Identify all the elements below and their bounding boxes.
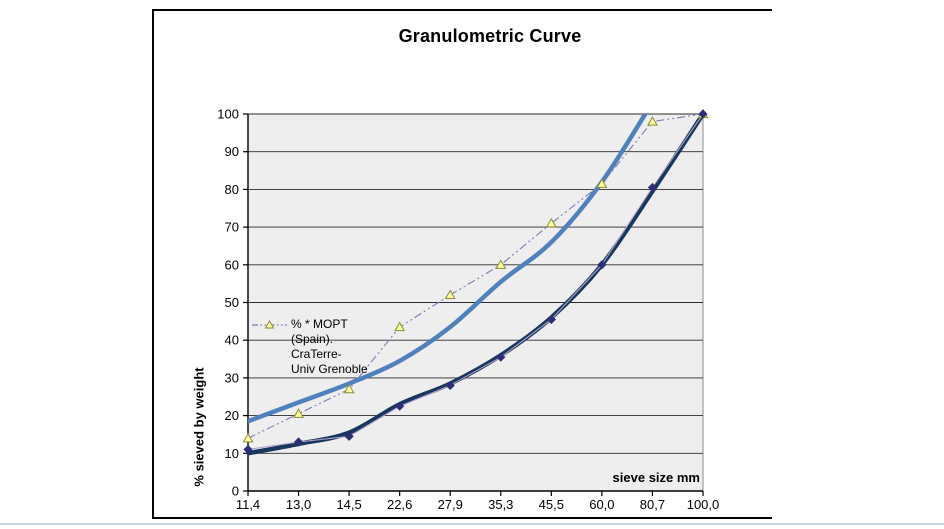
x-tick-label: 11,4 — [236, 497, 260, 512]
y-tick-label: 90 — [225, 144, 239, 159]
triangle-marker — [293, 408, 305, 418]
diamond-marker — [698, 109, 708, 119]
y-tick-label: 30 — [225, 370, 239, 385]
diamond-marker — [344, 431, 354, 441]
chart-title: Granulometric Curve — [398, 26, 582, 46]
x-tick-label: 14,5 — [336, 497, 361, 512]
triangle-marker — [596, 178, 608, 188]
triangle-marker — [646, 116, 658, 126]
diamond-marker — [293, 437, 304, 447]
y-tick-label: 40 — [225, 333, 239, 348]
triangle-marker — [495, 259, 507, 269]
diamond-marker — [496, 352, 506, 362]
series-line — [247, 113, 704, 451]
legend-text-line: % * MOPT — [291, 317, 348, 331]
diamond-marker — [546, 314, 556, 325]
x-tick-label: 60,0 — [589, 497, 614, 512]
y-tick-label: 10 — [225, 446, 239, 461]
y-tick-label: 50 — [225, 295, 239, 310]
series-line — [247, 113, 704, 439]
legend-entry: % * MOPT — [252, 317, 368, 332]
x-tick-label: 35,3 — [488, 497, 513, 512]
page-horizontal-rule — [0, 523, 944, 525]
legend-text-line: Univ Grenoble — [291, 362, 368, 376]
y-tick-label: 70 — [225, 220, 239, 235]
diamond-marker — [597, 260, 607, 270]
triangle-marker — [242, 432, 254, 443]
y-tick-label: 0 — [232, 484, 239, 499]
triangle-marker — [545, 217, 557, 228]
triangle-marker — [444, 289, 456, 300]
legend-marker-sample-icon — [252, 319, 287, 328]
diamond-marker — [243, 444, 253, 455]
trendline-curve — [248, 114, 648, 424]
x-tick-label: 27,9 — [438, 497, 463, 512]
y-tick-label: 60 — [225, 257, 239, 272]
y-tick-label: 80 — [225, 182, 239, 197]
x-tick-label: 13,0 — [286, 497, 311, 512]
diamond-marker — [395, 401, 405, 411]
x-tick-label: 80,7 — [640, 497, 665, 512]
legend-text-line: (Spain). — [291, 332, 334, 346]
x-tick-label: 22,6 — [387, 497, 412, 512]
x-tick-label: 45,5 — [539, 497, 564, 512]
legend-text-line: CraTerre- — [291, 347, 342, 361]
y-tick-label: 100 — [217, 107, 239, 122]
x-tick-label: 100,0 — [687, 497, 720, 512]
triangle-marker — [343, 383, 355, 394]
y-tick-label: 20 — [225, 408, 239, 423]
diamond-marker — [445, 380, 455, 391]
y-axis-title: % sieved by weight — [191, 367, 207, 487]
legend: % * MOPT (Spain). CraTerre- Univ Grenobl… — [252, 317, 368, 377]
diamond-marker — [647, 182, 658, 193]
triangle-marker — [394, 321, 406, 332]
